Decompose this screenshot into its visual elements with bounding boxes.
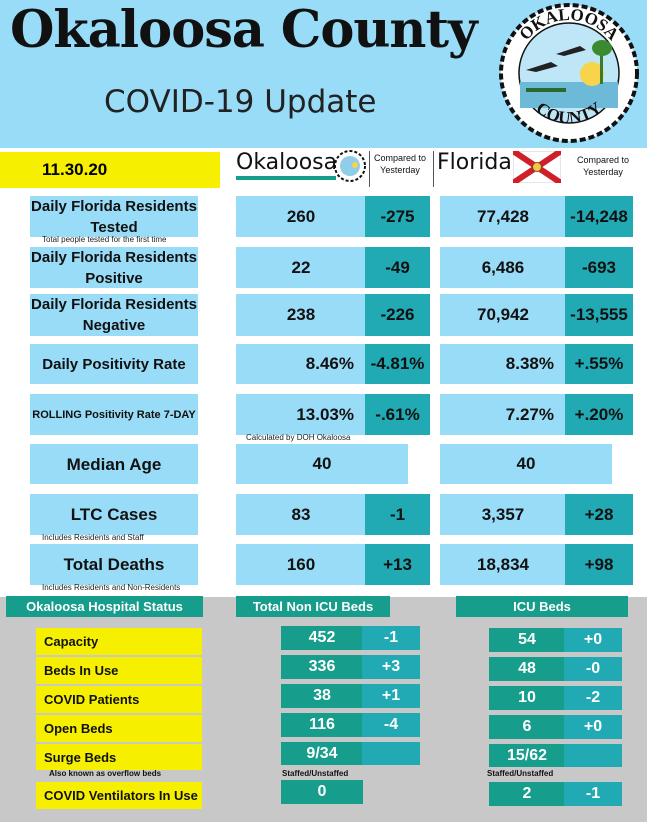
county-value: 13.03% (236, 394, 366, 435)
county-change: -275 (365, 196, 430, 237)
non-icu-value: 38 (281, 684, 363, 708)
county-seal-small-icon (334, 150, 366, 182)
state-column-title: Florida (437, 150, 512, 175)
non-icu-value: 116 (281, 713, 363, 737)
county-change: +13 (365, 544, 430, 585)
non-icu-change-empty (362, 742, 420, 765)
county-change: -49 (365, 247, 430, 288)
hospital-row-label: COVID Ventilators In Use (36, 782, 202, 809)
row-label: Daily Florida Residents Positive (30, 247, 198, 288)
row-label: LTC Cases (30, 494, 198, 535)
report-date: 11.30.20 (0, 152, 220, 188)
non-icu-staffed-note: Staffed/Unstaffed (282, 769, 349, 778)
row-note: Includes Residents and Non-Residents (42, 583, 181, 592)
hospital-row-label: COVID Patients (36, 686, 202, 713)
non-icu-value: 0 (281, 780, 363, 804)
row-label: Median Age (30, 444, 198, 484)
state-change: -13,555 (565, 294, 633, 336)
hospital-status-title: Okaloosa Hospital Status (6, 596, 203, 617)
county-compared-label: Compared to Yesterday (373, 153, 427, 175)
non-icu-change: +1 (362, 684, 420, 708)
florida-flag-icon (513, 151, 561, 183)
county-value: 160 (236, 544, 366, 585)
non-icu-change: -1 (362, 626, 420, 650)
county-value: 40 (236, 444, 408, 484)
row-label: Daily Florida Residents Tested (30, 196, 198, 237)
non-icu-value: 9/34 (281, 742, 363, 765)
state-value: 18,834 (440, 544, 566, 585)
divider (433, 151, 434, 187)
county-change: -4.81% (365, 344, 430, 384)
non-icu-change: +3 (362, 655, 420, 679)
county-change: -226 (365, 294, 430, 336)
non-icu-value: 336 (281, 655, 363, 679)
icu-change: +0 (564, 715, 622, 739)
county-seal-icon: OKALOOSA COUNTY (499, 3, 639, 143)
non-icu-change: -4 (362, 713, 420, 737)
state-value: 6,486 (440, 247, 566, 288)
county-value: 238 (236, 294, 366, 336)
divider (369, 151, 370, 187)
page-subtitle: COVID-19 Update (104, 84, 377, 120)
hospital-row-label: Surge Beds (36, 744, 202, 770)
state-value: 3,357 (440, 494, 566, 535)
icu-change-empty (564, 744, 622, 767)
county-value: 8.46% (236, 344, 366, 384)
row-note: Includes Residents and Staff (42, 533, 144, 542)
state-change: -693 (565, 247, 633, 288)
non-icu-header: Total Non ICU Beds (236, 596, 390, 617)
state-change: +.20% (565, 394, 633, 435)
county-value: 83 (236, 494, 366, 535)
state-change: +.55% (565, 344, 633, 384)
hospital-row-label: Open Beds (36, 715, 202, 742)
row-note: Total people tested for the first time (42, 235, 167, 244)
state-change: +98 (565, 544, 633, 585)
state-value: 7.27% (440, 394, 566, 435)
state-value: 77,428 (440, 196, 566, 237)
icu-value: 10 (489, 686, 565, 710)
state-value: 70,942 (440, 294, 566, 336)
county-value: 22 (236, 247, 366, 288)
hospital-row-label: Capacity (36, 628, 202, 655)
county-value: 260 (236, 196, 366, 237)
icu-value: 2 (489, 782, 565, 806)
county-change: -1 (365, 494, 430, 535)
state-change: +28 (565, 494, 633, 535)
county-column-title: Okaloosa (236, 150, 338, 175)
non-icu-value: 452 (281, 626, 363, 650)
state-compared-label: Compared to Yesterday (576, 155, 630, 177)
icu-change: -0 (564, 657, 622, 681)
icu-change: -1 (564, 782, 622, 806)
county-change: -.61% (365, 394, 430, 435)
state-value: 40 (440, 444, 612, 484)
row-label: ROLLING Positivity Rate 7-DAY (30, 394, 198, 435)
icu-value: 15/62 (489, 744, 565, 767)
row-label: Total Deaths (30, 544, 198, 585)
state-change: -14,248 (565, 196, 633, 237)
row-label: Daily Positivity Rate (30, 344, 198, 384)
icu-value: 6 (489, 715, 565, 739)
row-note: Calculated by DOH Okaloosa (246, 433, 351, 442)
row-label: Daily Florida Residents Negative (30, 294, 198, 336)
icu-value: 54 (489, 628, 565, 652)
icu-change: +0 (564, 628, 622, 652)
icu-change: -2 (564, 686, 622, 710)
icu-staffed-note: Staffed/Unstaffed (487, 769, 554, 778)
surge-note: Also known as overflow beds (49, 769, 162, 778)
icu-header: ICU Beds (456, 596, 628, 617)
hospital-row-label: Beds In Use (36, 657, 202, 684)
state-value: 8.38% (440, 344, 566, 384)
page-title: Okaloosa County (10, 0, 478, 60)
county-underline (236, 176, 336, 180)
icu-value: 48 (489, 657, 565, 681)
